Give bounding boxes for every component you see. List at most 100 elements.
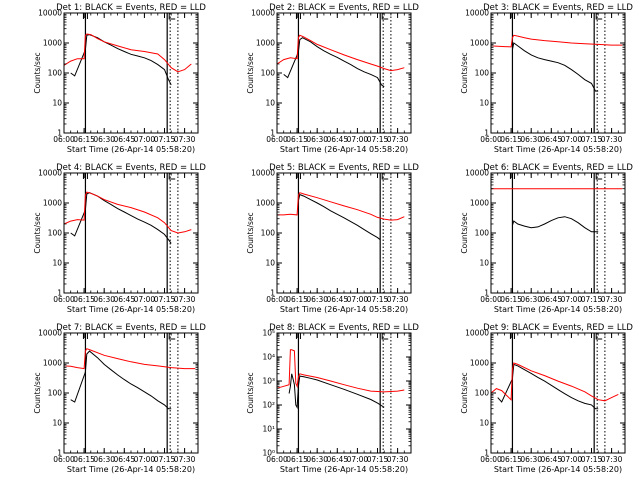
series-line-lld [276, 349, 405, 393]
marker-tab [509, 173, 515, 179]
y-tick-label: 10000 [251, 9, 275, 18]
x-tick-label: 06:15 [500, 295, 522, 304]
x-tick-label: 06:15 [286, 135, 308, 144]
x-axis-label: Start Time (26-Apr-14 05:58:20) [494, 145, 622, 154]
x-tick-label: 06:45 [113, 135, 135, 144]
x-tick-label: 06:15 [500, 135, 522, 144]
x-tick-label: 07:30 [387, 455, 409, 464]
x-axis-label: Start Time (26-Apr-14 05:58:20) [67, 305, 195, 314]
marker-tab [168, 173, 176, 180]
y-tick-label: 10¹ [262, 425, 275, 434]
x-tick-label: 06:30 [306, 135, 328, 144]
x-tick-label: 06:45 [540, 455, 562, 464]
y-tick-label: 10000 [465, 9, 489, 18]
series-line-events [70, 192, 172, 244]
panel-title: Det 8: BLACK = Events, RED = LLD [269, 323, 419, 333]
series-line-lld [490, 34, 623, 48]
series-line-lld [63, 33, 192, 73]
y-tick-label: 1000 [470, 39, 489, 48]
x-axis-label: Start Time (26-Apr-14 05:58:20) [67, 145, 195, 154]
marker-tab [381, 13, 389, 20]
series-line-events [511, 216, 599, 233]
x-tick-label: 07:30 [387, 295, 409, 304]
x-tick-label: 06:00 [266, 295, 288, 304]
panel-det-5: Det 5: BLACK = Events, RED = LLD 1 10 100 10… [246, 163, 419, 314]
y-tick-label: 1000 [470, 199, 489, 208]
y-axis-label: Counts/sec [33, 372, 42, 413]
marker-tab [295, 333, 301, 339]
x-tick-label: 06:45 [540, 295, 562, 304]
x-tick-label: 06:30 [93, 295, 115, 304]
series-line-events [297, 193, 381, 241]
marker-tab [595, 333, 603, 340]
panel-det-2: Det 2: BLACK = Events, RED = LLD 1 10 100 10… [246, 3, 419, 154]
y-tick-label: 1 [484, 289, 489, 298]
marker-tab [381, 173, 389, 180]
x-axis-label: Start Time (26-Apr-14 05:58:20) [494, 465, 622, 474]
marker-tab [595, 13, 603, 20]
x-tick-label: 06:30 [306, 455, 328, 464]
x-tick-label: 06:30 [306, 295, 328, 304]
x-tick-label: 07:00 [347, 455, 369, 464]
y-tick-label: 100 [48, 229, 63, 238]
panel-det-6: Det 6: BLACK = Events, RED = LLD 1 10 100 10… [460, 163, 633, 314]
x-tick-label: 06:45 [326, 295, 348, 304]
y-tick-label: 10 [265, 99, 275, 108]
marker-tab [82, 333, 88, 339]
marker-tab [509, 13, 515, 19]
y-tick-label: 10 [479, 99, 489, 108]
x-tick-label: 06:15 [286, 455, 308, 464]
y-axis-label: Counts/sec [246, 372, 255, 413]
y-tick-label: 10000 [465, 169, 489, 178]
y-tick-label: 10000 [38, 169, 62, 178]
panel-det-4: Det 4: BLACK = Events, RED = LLD 1 10 100 10… [33, 163, 206, 314]
y-tick-label: 1 [484, 129, 489, 138]
marker-tab [82, 173, 88, 179]
x-tick-label: 06:15 [73, 135, 95, 144]
panel-title: Det 1: BLACK = Events, RED = LLD [56, 3, 206, 13]
y-axis-label: Counts/sec [246, 212, 255, 253]
y-tick-label: 100 [48, 69, 63, 78]
y-tick-label: 1000 [43, 39, 62, 48]
x-tick-label: 06:45 [326, 135, 348, 144]
series-line-events [288, 373, 385, 410]
x-tick-label: 07:30 [387, 135, 409, 144]
x-tick-label: 07:15 [154, 455, 176, 464]
series-line-lld [63, 191, 192, 234]
y-tick-label: 1 [57, 449, 62, 458]
x-tick-label: 06:15 [286, 295, 308, 304]
y-tick-label: 10 [52, 259, 62, 268]
y-axis-label: Counts/sec [460, 372, 469, 413]
y-axis-label: Counts/sec [33, 52, 42, 93]
series-line-lld [276, 34, 405, 72]
x-tick-label: 06:00 [266, 135, 288, 144]
x-tick-label: 06:45 [540, 135, 562, 144]
x-tick-label: 07:15 [367, 455, 389, 464]
x-tick-label: 07:00 [561, 135, 583, 144]
series-line-lld [63, 348, 196, 370]
x-tick-label: 07:00 [134, 295, 156, 304]
y-tick-label: 10000 [465, 329, 489, 338]
x-tick-label: 07:30 [601, 135, 623, 144]
series-line-lld [277, 192, 405, 221]
y-tick-label: 10⁰ [262, 449, 275, 458]
marker-tab [381, 333, 389, 340]
panel-title: Det 9: BLACK = Events, RED = LLD [483, 323, 633, 333]
y-tick-label: 100 [261, 229, 276, 238]
series-line-events [283, 37, 385, 88]
series-line-lld [490, 362, 619, 402]
x-tick-label: 06:00 [53, 455, 75, 464]
series-line-events [70, 34, 172, 86]
panel-det-8: Det 8: BLACK = Events, RED = LLD 10⁰ 10¹ 10… [246, 323, 419, 474]
x-tick-label: 06:00 [480, 295, 502, 304]
y-tick-label: 1 [57, 289, 62, 298]
y-axis-label: Counts/sec [460, 52, 469, 93]
x-tick-label: 07:30 [174, 135, 196, 144]
y-tick-label: 1 [484, 449, 489, 458]
x-tick-label: 07:30 [174, 295, 196, 304]
x-tick-label: 07:00 [347, 295, 369, 304]
x-tick-label: 06:00 [53, 295, 75, 304]
series-line-events [70, 350, 172, 410]
panel-det-3: Det 3: BLACK = Events, RED = LLD 1 10 100 10… [460, 3, 633, 154]
x-tick-label: 07:15 [367, 295, 389, 304]
